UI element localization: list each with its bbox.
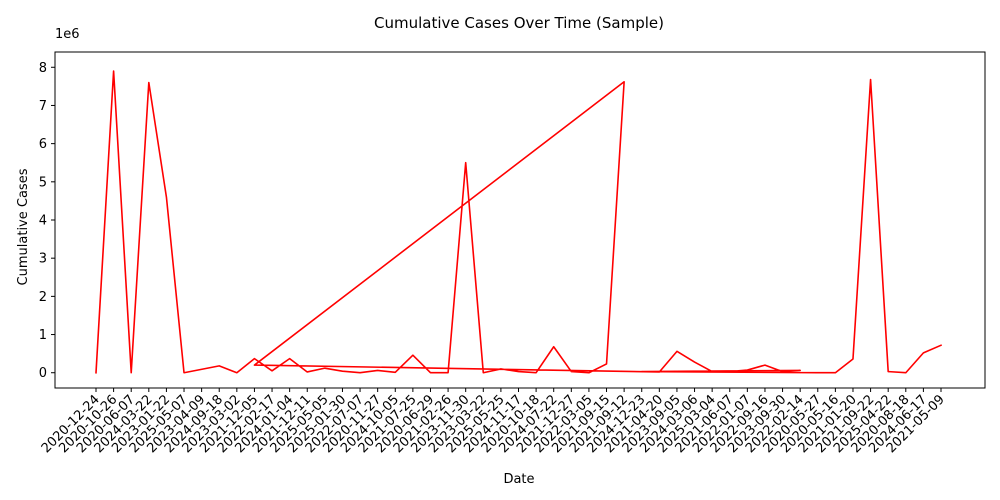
y-tick-label: 3 — [39, 252, 47, 267]
y-tick-label: 5 — [39, 175, 47, 190]
y-tick-label: 6 — [39, 137, 47, 152]
plot-frame — [54, 51, 986, 389]
series-line-0 — [95, 70, 943, 374]
x-axis-title: Date — [503, 472, 534, 487]
y-axis-scale-label: 1e6 — [55, 27, 80, 42]
y-tick-label: 0 — [39, 366, 47, 381]
y-tick-label: 2 — [39, 290, 47, 305]
y-axis-title: Cumulative Cases — [16, 168, 31, 285]
series-layer — [95, 70, 943, 374]
y-tick-label: 8 — [39, 61, 47, 76]
y-tick-label: 1 — [39, 328, 47, 343]
y-tick-label: 7 — [39, 99, 47, 114]
x-axis-ticks: 2020-12-242020-10-262020-06-072024-03-22… — [39, 388, 948, 456]
y-axis-ticks: 0 1 2 3 4 5 6 7 8 — [39, 61, 55, 381]
y-tick-label: 4 — [39, 214, 47, 229]
chart-title: Cumulative Cases Over Time (Sample) — [374, 14, 664, 32]
